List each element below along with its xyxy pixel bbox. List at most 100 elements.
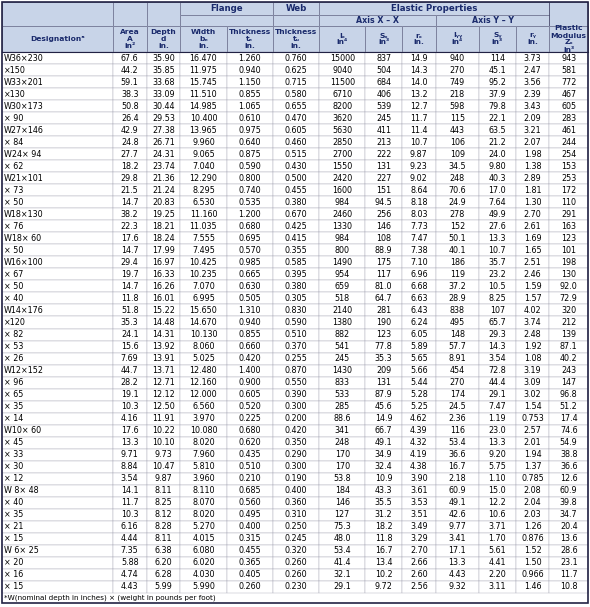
Bar — [436, 449, 479, 461]
Bar — [516, 196, 549, 208]
Bar — [402, 88, 436, 100]
Bar — [273, 232, 319, 245]
Bar — [319, 136, 365, 148]
Bar — [479, 545, 516, 557]
Text: 6.20: 6.20 — [155, 558, 172, 568]
Bar — [146, 413, 181, 425]
Text: 943: 943 — [561, 53, 576, 63]
Bar — [319, 316, 365, 328]
Text: 0.460: 0.460 — [285, 138, 307, 147]
Bar — [516, 220, 549, 232]
Bar — [436, 425, 479, 436]
Text: W 8× 48: W 8× 48 — [4, 486, 38, 495]
Bar — [319, 581, 365, 593]
Text: 18.21: 18.21 — [152, 222, 175, 231]
Bar — [319, 376, 365, 388]
Text: 10.6: 10.6 — [489, 510, 506, 520]
Text: 837: 837 — [376, 53, 391, 63]
Text: 20.83: 20.83 — [152, 198, 175, 207]
Bar — [273, 160, 319, 172]
Bar — [402, 220, 436, 232]
Bar — [549, 365, 588, 376]
Bar — [146, 545, 181, 557]
Bar — [181, 413, 227, 425]
Bar — [319, 64, 365, 76]
Bar — [181, 124, 227, 136]
Bar — [113, 388, 146, 401]
Bar — [273, 328, 319, 341]
Bar — [402, 100, 436, 112]
Text: 10.130: 10.130 — [190, 330, 217, 339]
Text: Sₓ
in³: Sₓ in³ — [378, 33, 389, 46]
Bar — [227, 485, 273, 497]
Bar — [319, 160, 365, 172]
Text: 984: 984 — [335, 234, 350, 243]
Bar — [479, 268, 516, 280]
Bar — [549, 581, 588, 593]
Text: Thickness
tₑ
in.: Thickness tₑ in. — [228, 29, 271, 49]
Text: 772: 772 — [561, 78, 576, 87]
Bar — [365, 280, 402, 293]
Bar — [436, 436, 479, 449]
Bar — [146, 557, 181, 569]
Text: 44.4: 44.4 — [489, 378, 506, 387]
Bar — [146, 172, 181, 185]
Text: 3.90: 3.90 — [410, 474, 428, 483]
Bar — [227, 497, 273, 509]
Bar — [402, 449, 436, 461]
Bar — [227, 256, 273, 268]
Bar — [227, 461, 273, 473]
Bar — [319, 185, 365, 196]
Text: 11.510: 11.510 — [189, 90, 217, 98]
Bar — [146, 461, 181, 473]
Bar — [402, 100, 436, 112]
Bar — [365, 328, 402, 341]
Text: 13.965: 13.965 — [189, 126, 217, 135]
Bar — [146, 245, 181, 256]
Text: 0.665: 0.665 — [238, 270, 261, 279]
Bar — [436, 305, 479, 316]
Text: 151: 151 — [376, 186, 391, 195]
Bar — [436, 208, 479, 220]
Text: 10.22: 10.22 — [152, 426, 175, 435]
Bar — [402, 388, 436, 401]
Text: 3.09: 3.09 — [524, 378, 542, 387]
Text: 117: 117 — [376, 270, 391, 279]
Bar — [402, 388, 436, 401]
Bar — [365, 521, 402, 533]
Bar — [181, 521, 227, 533]
Text: Width
bₑ
in.: Width bₑ in. — [191, 29, 216, 49]
Text: 65.7: 65.7 — [489, 318, 506, 327]
Bar — [549, 76, 588, 88]
Bar — [113, 316, 146, 328]
Bar — [273, 245, 319, 256]
Text: 139: 139 — [561, 330, 576, 339]
Text: 12.000: 12.000 — [189, 390, 217, 399]
Text: ×120: ×120 — [4, 318, 25, 327]
Bar — [273, 2, 319, 15]
Text: 6710: 6710 — [332, 90, 352, 98]
Text: 2.70: 2.70 — [410, 546, 428, 555]
Bar — [146, 172, 181, 185]
Text: Plastic
Modulus
Zₓ
in³: Plastic Modulus Zₓ in³ — [550, 25, 586, 52]
Text: 14.3: 14.3 — [410, 66, 428, 75]
Text: 8.295: 8.295 — [192, 186, 215, 195]
Bar — [273, 557, 319, 569]
Bar — [181, 461, 227, 473]
Bar — [516, 401, 549, 413]
Text: 16.26: 16.26 — [152, 282, 175, 291]
Text: 2420: 2420 — [332, 174, 352, 183]
Bar — [146, 461, 181, 473]
Bar — [227, 401, 273, 413]
Bar — [516, 545, 549, 557]
Bar — [146, 2, 181, 52]
Bar — [146, 112, 181, 124]
Bar — [516, 485, 549, 497]
Text: 148: 148 — [450, 330, 465, 339]
Text: W21×101: W21×101 — [4, 174, 43, 183]
Text: 9.87: 9.87 — [410, 150, 428, 158]
Bar — [479, 185, 516, 196]
Bar — [516, 268, 549, 280]
Text: 1.065: 1.065 — [238, 101, 261, 110]
Bar — [113, 76, 146, 88]
